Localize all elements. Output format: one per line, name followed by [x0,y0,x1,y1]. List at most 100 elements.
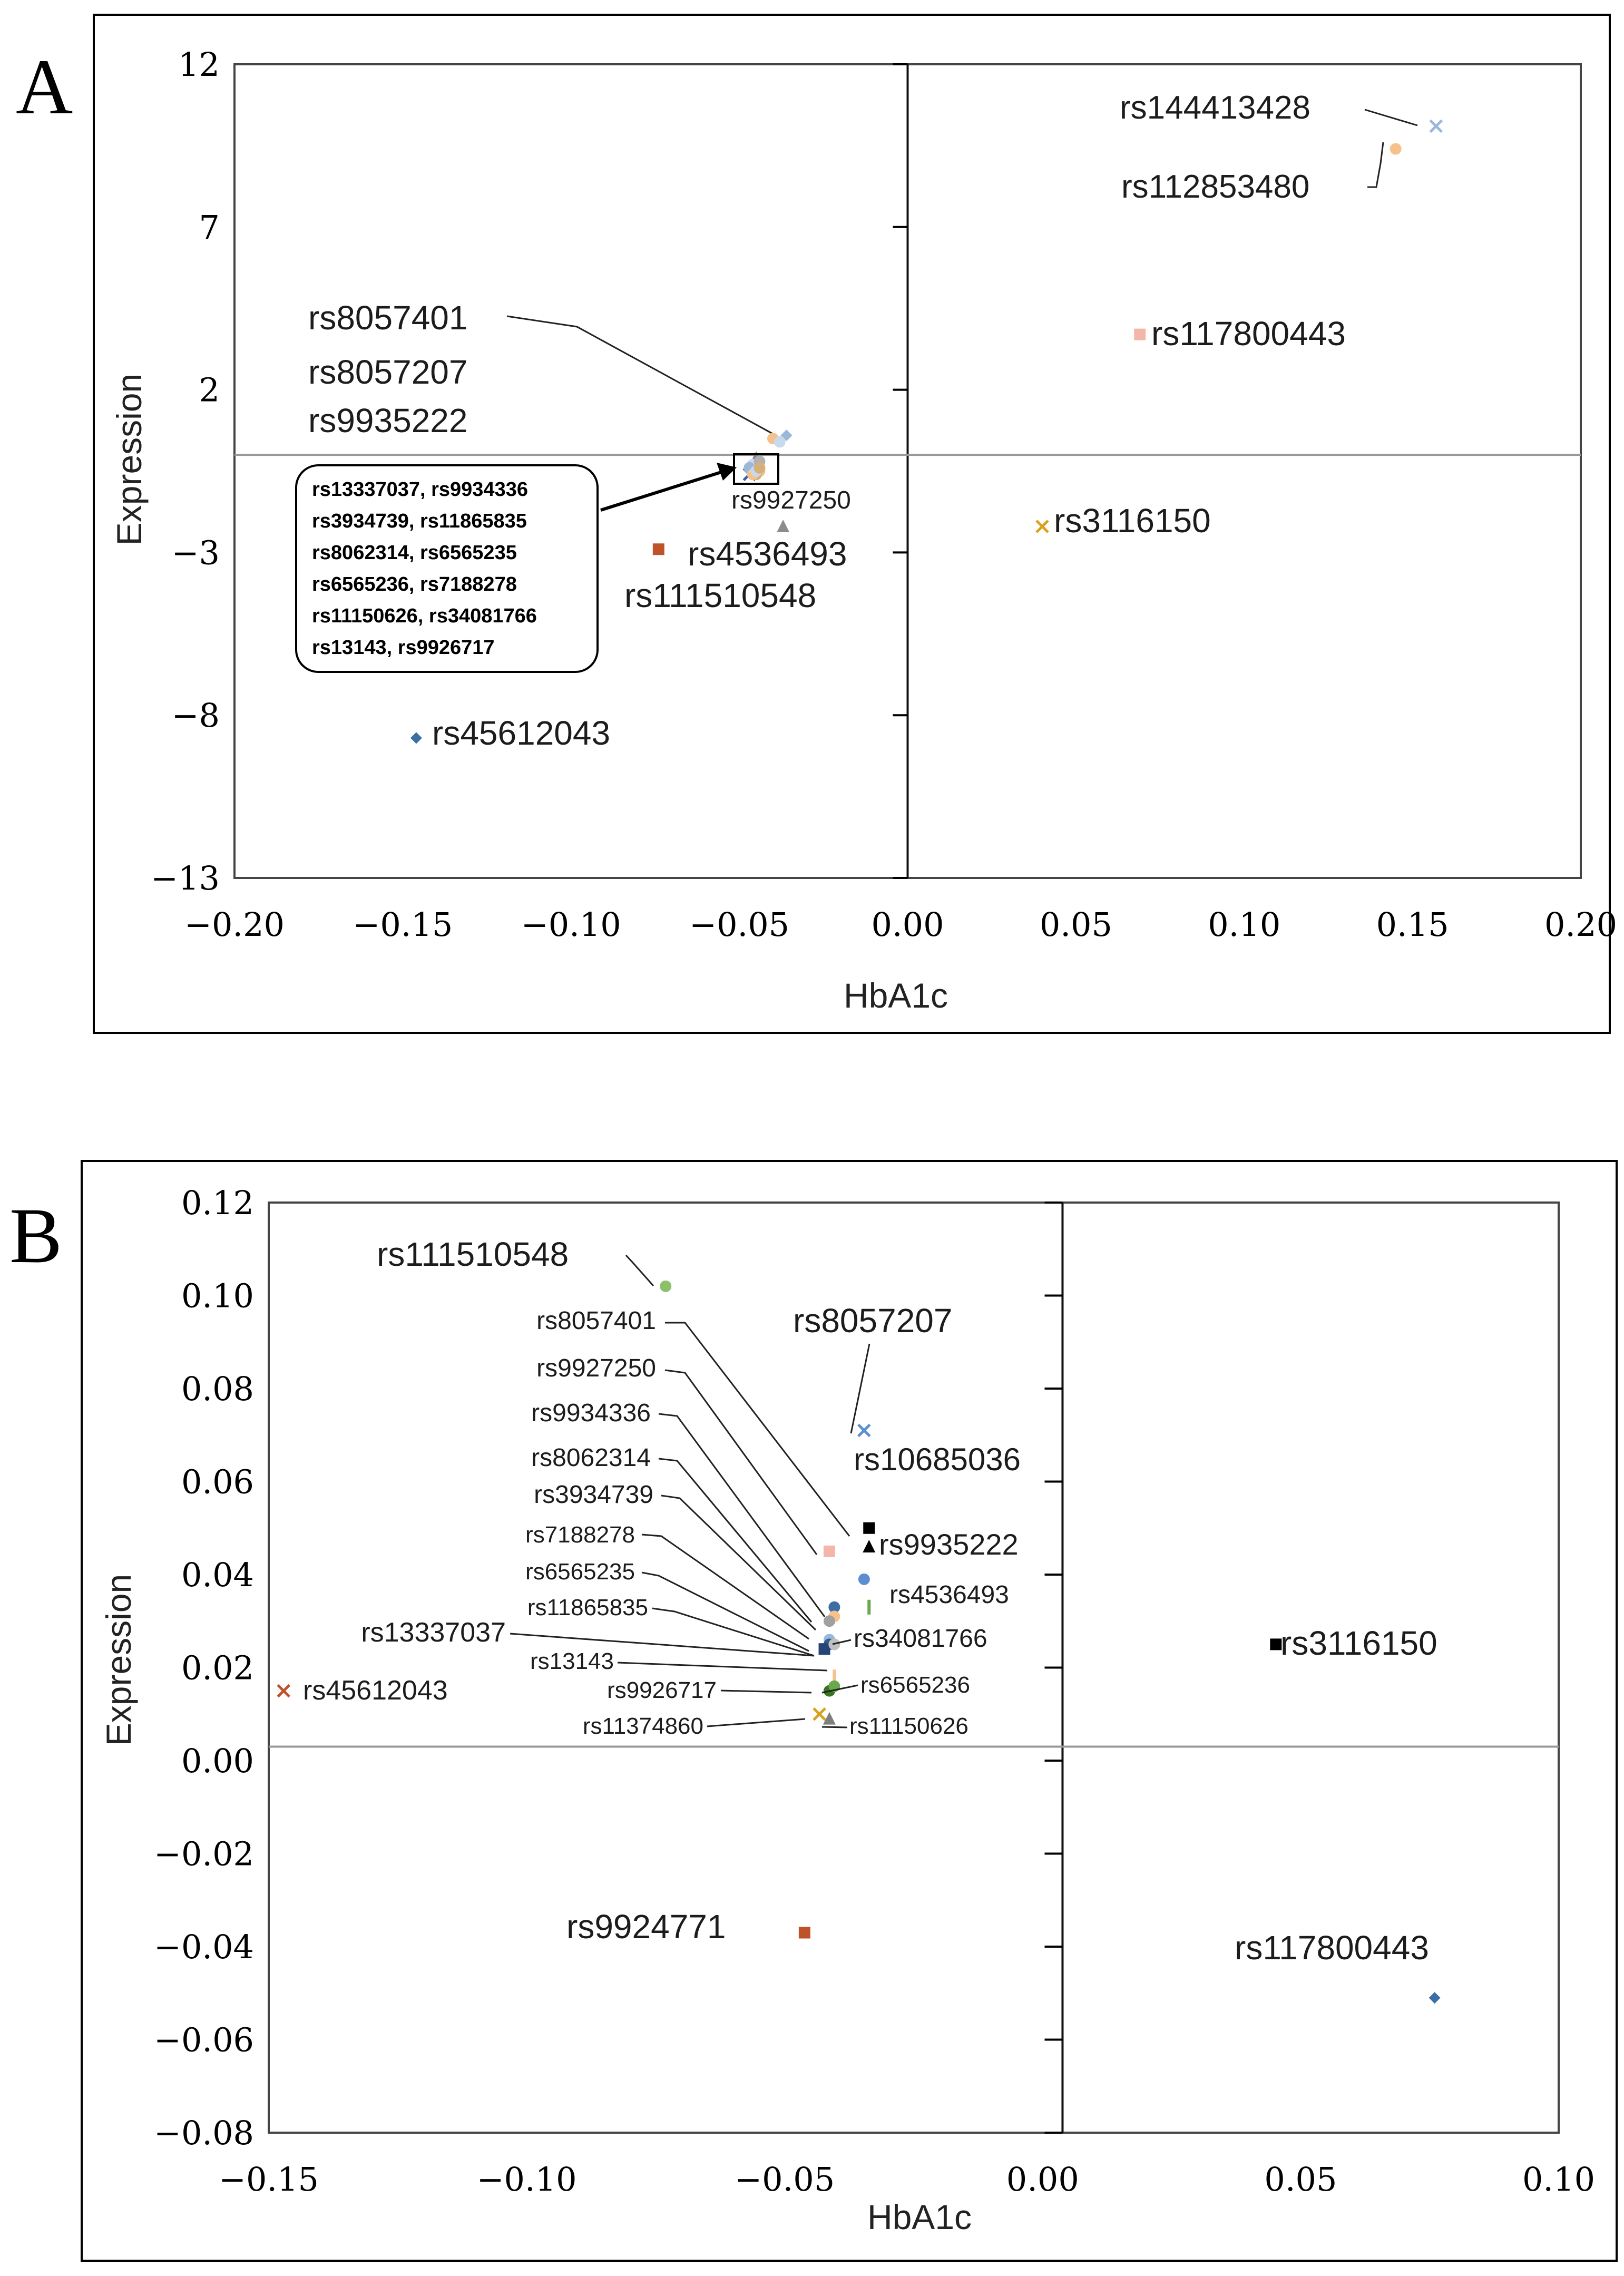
y-tick-label: −3 [172,533,220,572]
point-label: rs11150626 [849,1713,968,1739]
x-tick-label: −0.10 [521,905,621,944]
cluster-box-text: rs11150626, rs34081766 [312,605,537,627]
point-label: rs9926717 [607,1677,717,1703]
cluster-arrow [600,469,727,512]
data-point [823,1712,836,1725]
point-label: rs9934336 [531,1399,651,1427]
x-tick-label: 0.10 [1522,2160,1595,2199]
y-axis-title: Expression [110,374,149,546]
cluster-annotation-box [295,464,599,673]
point-label: rs111510548 [377,1235,569,1273]
y-tick-label: 2 [199,371,220,409]
point-label: rs7188278 [525,1522,635,1548]
data-point [1035,520,1049,533]
data-point [823,1545,835,1557]
y-tick-label: 0.08 [181,1370,254,1408]
cluster-box-text: rs3934739, rs11865835 [312,510,527,532]
cluster-box-text: rs8062314, rs6565235 [312,542,517,564]
data-point [652,543,664,555]
leader-line [641,1533,809,1640]
data-point [867,1599,871,1615]
point-label: rs3116150 [1280,1624,1437,1662]
point-label: rs45612043 [303,1675,448,1706]
point-label: rs4536493 [688,535,847,573]
leader-line [821,1684,858,1694]
cluster-arrowhead [717,463,737,481]
x-tick-label: 0.05 [1040,905,1112,944]
y-tick-label: −0.08 [154,2114,254,2152]
data-point [754,462,766,474]
x-tick-label: 0.15 [1376,905,1449,944]
y-tick-label: −0.06 [154,2021,254,2059]
x-tick-label: 0.00 [871,905,944,944]
leader-line [617,1662,828,1672]
data-point [410,732,422,744]
panel-frame [81,1160,1618,2262]
leader-line [850,1343,870,1434]
point-label: rs117800443 [1235,1929,1429,1967]
x-axis-title: HbA1c [844,976,948,1015]
leader-line [658,1413,826,1617]
data-point [813,1707,826,1721]
y-tick-label: 12 [178,45,220,84]
data-point [828,1601,840,1613]
y-tick-label: 0.12 [181,1184,254,1222]
leader-line [658,1458,813,1623]
point-label: rs144413428 [1120,90,1310,126]
point-label: rs112853480 [1121,169,1309,205]
point-label: rs13143 [530,1648,614,1674]
point-label: rs11865835 [527,1595,648,1620]
point-label: rs34081766 [854,1625,987,1653]
data-point [1134,328,1146,340]
point-label: rs8057207 [793,1302,952,1340]
data-point [863,1540,876,1553]
x-tick-label: −0.20 [184,905,285,944]
data-point [1429,119,1443,133]
leader-line [652,1607,815,1657]
leader-line [665,1322,850,1537]
panel-frame [93,14,1611,1034]
data-point [1390,143,1402,155]
data-point [660,1280,672,1292]
point-label: rs13337037 [361,1617,506,1648]
y-axis-title: Expression [99,1574,138,1746]
point-label: rs8057207 [308,353,467,391]
point-label: rs117800443 [1151,315,1346,353]
leader-line [625,1254,654,1286]
cluster-box-text: rs13337037, rs9934336 [312,478,528,501]
leader-line [707,1718,806,1727]
y-tick-label: 0.06 [181,1463,254,1501]
plot-area [268,1202,1560,2134]
leader-line [661,1494,817,1631]
data-point [863,1522,875,1534]
point-label: rs3934739 [534,1481,653,1509]
x-tick-label: 0.05 [1264,2160,1337,2199]
point-label: rs6565235 [525,1559,635,1585]
x-tick-label: 0.20 [1544,905,1617,944]
leader-line [506,315,775,436]
point-label: rs8062314 [531,1444,651,1472]
x-tick-label: −0.15 [353,905,453,944]
y-tick-label: 0.04 [181,1556,254,1594]
data-point [1270,1638,1282,1650]
leader-line [1364,109,1418,126]
point-label: rs9927250 [731,486,851,514]
point-label: rs11374860 [583,1713,703,1739]
point-label: rs9924771 [566,1908,726,1946]
data-point [277,1684,291,1698]
data-point [857,1423,871,1438]
y-tick-label: −8 [172,696,220,735]
point-label: rs45612043 [432,714,610,752]
point-label: rs4536493 [889,1581,1009,1609]
data-point [833,1669,836,1685]
leader-line [510,1633,815,1657]
y-tick-label: −13 [151,859,220,897]
y-tick-label: 0.02 [181,1649,254,1687]
panel-b: B 0.12 0.10 0.08 0.06 0.04 0.02 0.00 −0.02 −0.04 −… [9,1160,1618,2262]
x-tick-label: −0.05 [689,905,789,944]
point-label: rs111510548 [624,577,816,614]
panel-letter: B [9,1192,62,1279]
x-tick-label: −0.05 [735,2160,835,2199]
point-label: rs3116150 [1054,502,1211,540]
